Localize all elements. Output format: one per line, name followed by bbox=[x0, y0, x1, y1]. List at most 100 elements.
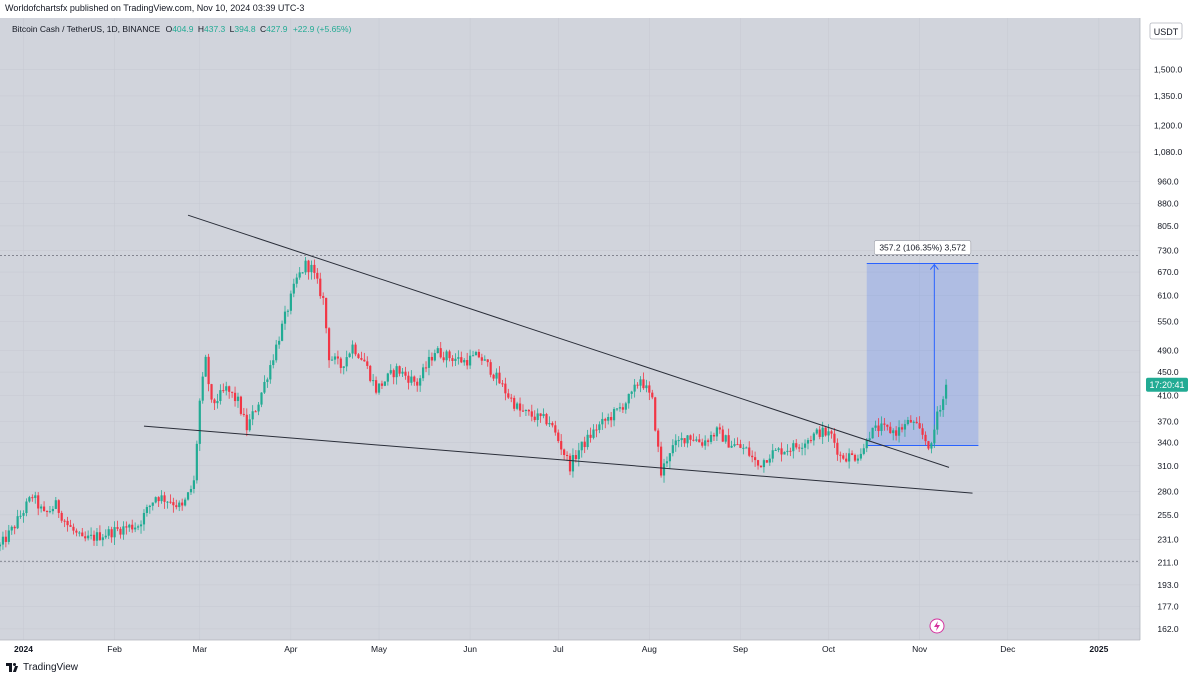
candle-body bbox=[257, 404, 260, 412]
candle-body bbox=[915, 421, 918, 424]
price-tick-label: 370.0 bbox=[1157, 416, 1179, 426]
candle-body bbox=[110, 529, 113, 538]
trendlines[interactable] bbox=[143, 214, 973, 494]
price-axis-labels: 1,500.0 1,350.0 1,200.0 1,080.0 960.0 880.0 80… bbox=[1154, 64, 1183, 633]
candle-body bbox=[815, 429, 818, 434]
candle-body bbox=[592, 429, 595, 438]
candle-body bbox=[533, 416, 536, 421]
candle-body bbox=[539, 413, 542, 417]
publish-header: Worldofchartsfx published on TradingView… bbox=[0, 0, 1200, 18]
candle-body bbox=[210, 384, 213, 400]
candle-body bbox=[495, 372, 498, 379]
candle-body bbox=[195, 443, 198, 481]
candle-body bbox=[278, 340, 281, 345]
candle-body bbox=[862, 448, 865, 454]
candle-body bbox=[48, 511, 52, 513]
candle-body bbox=[492, 374, 495, 379]
trendline-lower[interactable] bbox=[143, 425, 973, 494]
candle-body bbox=[557, 432, 560, 442]
candle-body bbox=[460, 357, 463, 363]
candle-body bbox=[433, 353, 436, 361]
candle-body bbox=[442, 357, 445, 361]
currency-button[interactable] bbox=[1149, 22, 1183, 40]
candle-body bbox=[104, 535, 107, 538]
price-tick-label: 280.0 bbox=[1157, 486, 1179, 496]
candle-body bbox=[489, 362, 492, 375]
time-scale[interactable] bbox=[0, 640, 1200, 658]
candle-body bbox=[286, 310, 290, 312]
candle-body bbox=[357, 354, 360, 359]
candle-body bbox=[16, 516, 19, 529]
candle-body bbox=[633, 384, 636, 392]
candle-body bbox=[821, 427, 824, 437]
candle-body bbox=[207, 356, 210, 385]
candle-body bbox=[101, 537, 104, 541]
candle-body bbox=[706, 440, 710, 442]
price-tick-label: 550.0 bbox=[1157, 317, 1179, 327]
candle-body bbox=[589, 434, 592, 438]
time-tick-label: 2024 bbox=[14, 644, 33, 654]
candle-body bbox=[651, 392, 654, 398]
candle-body bbox=[595, 429, 598, 431]
candle-body bbox=[269, 365, 272, 380]
candle-body bbox=[416, 381, 419, 386]
candle-body bbox=[392, 370, 395, 378]
candle-body bbox=[310, 264, 313, 273]
candle-body bbox=[131, 524, 134, 530]
price-range-measure[interactable] bbox=[866, 263, 979, 447]
candle-body bbox=[222, 390, 225, 392]
candle-body bbox=[801, 447, 804, 449]
price-scale[interactable] bbox=[1140, 18, 1200, 658]
legend-close: 427.9 bbox=[266, 24, 288, 34]
candle-body bbox=[939, 409, 942, 412]
candle-body bbox=[439, 348, 442, 358]
legend-low-label: L bbox=[230, 24, 235, 34]
candle-body bbox=[754, 457, 757, 461]
candle-body bbox=[624, 403, 627, 410]
candle-body bbox=[900, 427, 904, 430]
chart-background bbox=[0, 18, 1200, 658]
candle-body bbox=[809, 440, 813, 442]
candle-body bbox=[410, 376, 413, 383]
price-tick-label: 410.0 bbox=[1157, 390, 1179, 400]
candle-body bbox=[236, 396, 240, 402]
candle-body bbox=[565, 455, 569, 457]
candle-body bbox=[345, 357, 348, 367]
currency-label: USDT bbox=[1154, 27, 1179, 37]
candle-body bbox=[383, 381, 386, 386]
candle-body bbox=[777, 448, 780, 450]
candle-body bbox=[883, 423, 886, 425]
candle-body bbox=[551, 423, 554, 426]
time-tick-label: Feb bbox=[107, 644, 122, 654]
candle-body bbox=[184, 499, 187, 506]
candle-body bbox=[95, 532, 99, 541]
candle-body bbox=[889, 426, 892, 434]
candle-body bbox=[436, 348, 439, 354]
candle-body bbox=[377, 383, 381, 393]
candle-body bbox=[219, 390, 222, 402]
price-tick-label: 880.0 bbox=[1157, 199, 1179, 209]
candle-body bbox=[37, 495, 40, 509]
candle-body bbox=[248, 419, 251, 431]
candle-body bbox=[254, 411, 257, 413]
candle-body bbox=[60, 512, 63, 521]
candle-body bbox=[806, 440, 810, 444]
candle-body bbox=[92, 534, 96, 541]
candle-body bbox=[336, 356, 339, 359]
candle-body bbox=[498, 372, 501, 384]
chart-area[interactable]: 357.2 (106.35%) 3,572 1,500.0 1,350.0 1,20… bbox=[0, 18, 1200, 658]
tradingview-logo[interactable]: TradingView bbox=[6, 662, 78, 673]
legend-low: 394.8 bbox=[234, 24, 256, 34]
price-chart[interactable]: 357.2 (106.35%) 3,572 1,500.0 1,350.0 1,20… bbox=[0, 18, 1200, 658]
time-tick-label: Jul bbox=[553, 644, 564, 654]
candle-body bbox=[139, 524, 143, 527]
candle-body bbox=[22, 513, 25, 516]
candle-body bbox=[689, 435, 692, 440]
candle-body bbox=[642, 379, 645, 389]
trendline-upper[interactable] bbox=[187, 214, 950, 468]
candle-body bbox=[736, 444, 739, 446]
candle-body bbox=[42, 506, 46, 511]
candle-body bbox=[354, 344, 357, 355]
measure-area[interactable] bbox=[866, 263, 979, 446]
candle-body bbox=[304, 260, 307, 273]
